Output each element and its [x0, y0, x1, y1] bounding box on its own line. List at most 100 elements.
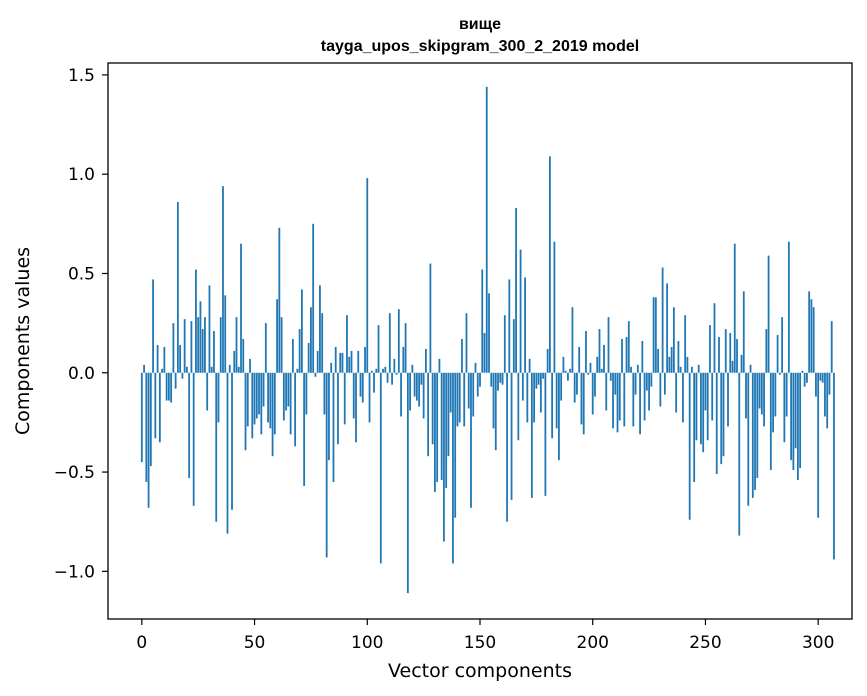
- bar-component-239: [679, 366, 682, 373]
- bar-component-305: [828, 372, 831, 395]
- bar-component-17: [179, 344, 182, 373]
- bar-component-48: [249, 358, 251, 373]
- bar-component-251: [706, 372, 709, 441]
- bar-component-212: [618, 372, 621, 421]
- bar-component-187: [562, 356, 565, 373]
- bar-component-241: [684, 315, 687, 373]
- bar-component-268: [745, 372, 747, 419]
- bar-component-279: [769, 372, 772, 471]
- bar-component-133: [440, 372, 443, 480]
- bar-component-213: [621, 339, 623, 373]
- bar-component-1: [143, 364, 145, 373]
- bar-component-163: [508, 279, 511, 373]
- y-tick-label: 1.0: [68, 165, 95, 185]
- bar-component-117: [404, 323, 407, 373]
- bar-component-127: [427, 372, 430, 457]
- bar-component-185: [558, 372, 560, 461]
- bar-component-22: [190, 321, 193, 373]
- bar-component-142: [461, 339, 463, 373]
- bar-component-82: [325, 372, 328, 558]
- bar-component-9: [161, 368, 164, 373]
- bar-component-260: [727, 372, 729, 427]
- bar-component-14: [172, 323, 175, 373]
- bar-component-186: [560, 372, 563, 401]
- bar-component-122: [415, 372, 418, 401]
- bar-component-28: [204, 317, 206, 373]
- bar-component-232: [663, 372, 666, 395]
- bar-component-120: [411, 364, 414, 373]
- bar-component-111: [391, 372, 393, 385]
- bar-component-90: [343, 372, 346, 425]
- bar-component-129: [431, 372, 434, 445]
- bar-component-108: [384, 366, 387, 373]
- bar-component-125: [422, 372, 425, 419]
- bar-component-26: [199, 301, 202, 373]
- bar-component-160: [501, 372, 504, 385]
- bar-component-226: [650, 372, 653, 387]
- bar-component-124: [420, 372, 423, 385]
- bar-component-140: [456, 372, 459, 427]
- bar-component-297: [810, 299, 813, 373]
- bar-component-77: [314, 372, 317, 377]
- bar-component-237: [675, 372, 678, 413]
- bar-component-121: [413, 372, 416, 397]
- bar-component-154: [488, 293, 490, 373]
- bar-component-134: [443, 372, 445, 542]
- bar-component-228: [654, 297, 657, 373]
- bar-component-143: [463, 372, 466, 427]
- bar-component-53: [260, 372, 263, 435]
- bar-component-263: [733, 243, 736, 373]
- bar-component-307: [833, 372, 835, 560]
- bar-component-32: [213, 331, 215, 373]
- bar-component-189: [567, 372, 569, 381]
- bar-component-29: [206, 372, 209, 411]
- bar-component-209: [612, 372, 614, 429]
- bar-component-136: [447, 372, 450, 457]
- bar-component-72: [303, 372, 306, 486]
- bar-component-168: [519, 249, 522, 373]
- bar-component-135: [445, 372, 448, 488]
- bar-component-272: [754, 372, 756, 490]
- bar-component-8: [158, 372, 161, 443]
- bar-component-261: [729, 333, 732, 373]
- bar-component-267: [742, 291, 745, 373]
- bar-component-106: [379, 372, 382, 564]
- bar-component-191: [571, 307, 574, 373]
- bar-component-298: [812, 307, 815, 373]
- bar-component-156: [492, 372, 495, 429]
- bar-component-96: [357, 350, 360, 373]
- bar-component-179: [544, 372, 547, 496]
- bar-component-18: [181, 372, 184, 379]
- bar-component-216: [627, 321, 630, 373]
- bar-component-182: [551, 372, 554, 439]
- bar-component-19: [183, 319, 186, 373]
- bar-component-296: [808, 291, 811, 373]
- bar-component-192: [573, 372, 576, 403]
- bar-component-159: [499, 372, 502, 383]
- bar-component-37: [224, 295, 227, 373]
- bar-component-266: [740, 354, 743, 373]
- bar-component-80: [321, 313, 324, 373]
- bar-component-50: [253, 372, 256, 425]
- bar-component-132: [438, 358, 441, 373]
- bar-component-56: [267, 372, 269, 423]
- bar-component-195: [580, 372, 583, 425]
- bar-component-0: [140, 372, 143, 463]
- bar-component-5: [152, 279, 154, 373]
- bar-component-201: [594, 372, 596, 397]
- bar-component-42: [235, 317, 238, 373]
- bar-component-123: [418, 372, 421, 407]
- bar-component-242: [686, 356, 689, 373]
- bar-component-40: [231, 372, 233, 510]
- bar-component-246: [695, 372, 698, 441]
- bar-component-284: [781, 317, 784, 373]
- bar-component-178: [542, 372, 545, 379]
- bar-component-289: [792, 372, 795, 471]
- bar-component-306: [830, 321, 833, 373]
- bar-component-54: [262, 372, 265, 407]
- bar-component-274: [758, 372, 761, 409]
- bar-component-210: [614, 372, 617, 395]
- bar-component-110: [388, 313, 391, 373]
- bar-component-202: [596, 356, 599, 373]
- bar-component-301: [819, 372, 822, 381]
